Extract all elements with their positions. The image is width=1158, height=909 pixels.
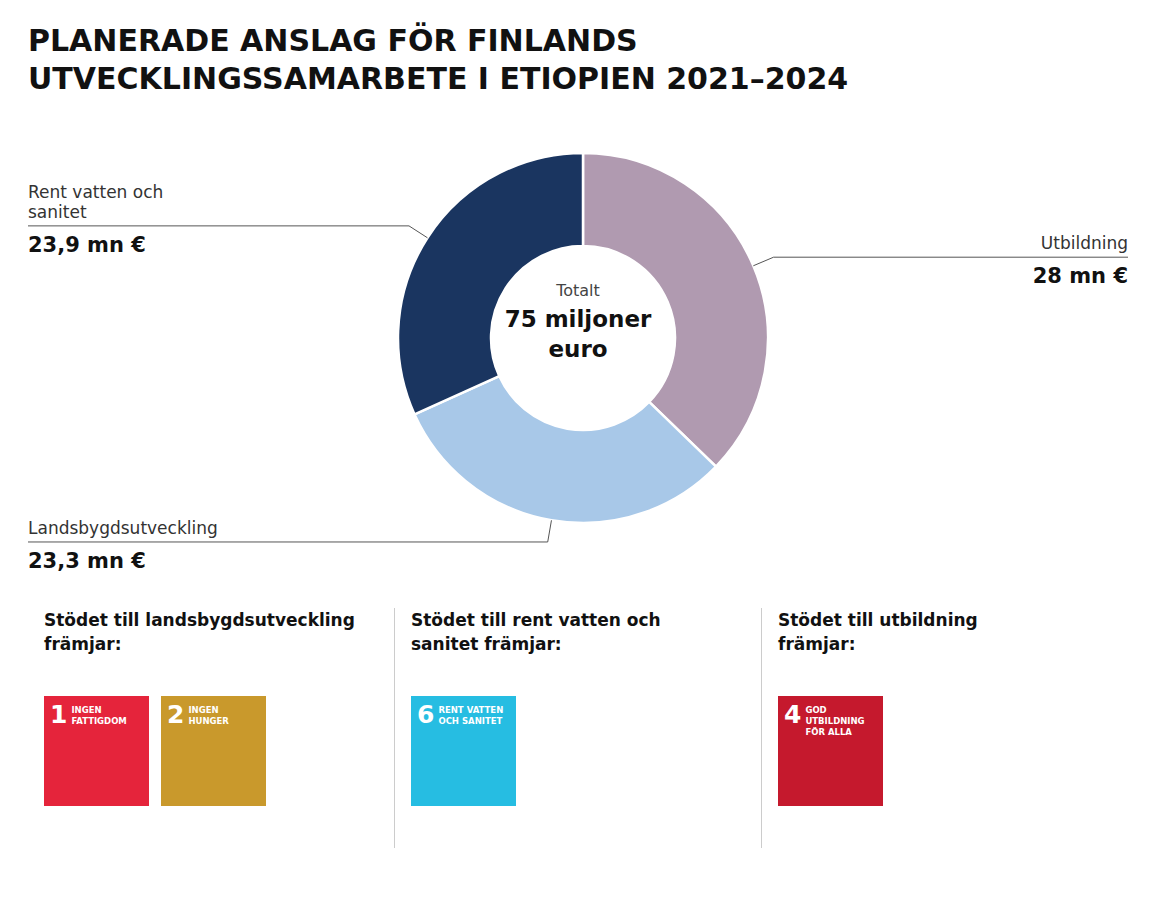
html-text:HUNGER: HUNGER: [188, 716, 229, 726]
html-text:Stödet till utbildning: Stödet till utbildning: [778, 610, 978, 630]
html-text:6: 6: [417, 700, 435, 729]
svg-text:28 mn €: 28 mn €: [1033, 264, 1128, 288]
svg-text:Landsbygdsutveckling: Landsbygdsutveckling: [28, 518, 218, 538]
html-text:FÖR ALLA: FÖR ALLA: [805, 727, 852, 737]
html-text:INGEN: INGEN: [188, 705, 219, 715]
html-text:4: 4: [784, 700, 802, 729]
html-text:euro: euro: [548, 336, 608, 362]
svg-text:Rent vatten och: Rent vatten och: [28, 182, 163, 202]
html-text:främjar:: främjar:: [44, 634, 122, 654]
html-text:Totalt: Totalt: [556, 281, 600, 300]
html-text:Stödet till landsbygdsutveckli: Stödet till landsbygdsutveckling: [44, 610, 355, 630]
html-text:1: 1: [50, 700, 68, 729]
html-text:OCH SANITET: OCH SANITET: [438, 716, 503, 726]
html-text:RENT VATTEN: RENT VATTEN: [438, 705, 504, 715]
svg-text:23,9 mn €: 23,9 mn €: [28, 233, 146, 257]
svg-text:Utbildning: Utbildning: [1041, 233, 1128, 253]
html-text:Stödet till rent vatten och: Stödet till rent vatten och: [411, 610, 661, 630]
html-text:75 miljoner: 75 miljoner: [504, 306, 652, 332]
html-text:FATTIGDOM: FATTIGDOM: [71, 716, 127, 726]
svg-text:23,3 mn €: 23,3 mn €: [28, 549, 146, 573]
html-text:främjar:: främjar:: [778, 634, 856, 654]
html-text:PLANERADE ANSLAG FÖR FINLANDS: PLANERADE ANSLAG FÖR FINLANDS: [28, 23, 638, 58]
html-text:UTVECKLINGSSAMARBETE I ETIOPIE: UTVECKLINGSSAMARBETE I ETIOPIEN 2021–202…: [28, 61, 849, 96]
html-text:GOD UTBILDNING: GOD UTBILDNING: [805, 705, 865, 726]
html-text:INGEN: INGEN: [71, 705, 102, 715]
svg-text:sanitet: sanitet: [28, 202, 87, 222]
html-text:sanitet främjar:: sanitet främjar:: [411, 634, 562, 654]
html-text:2: 2: [167, 700, 185, 729]
